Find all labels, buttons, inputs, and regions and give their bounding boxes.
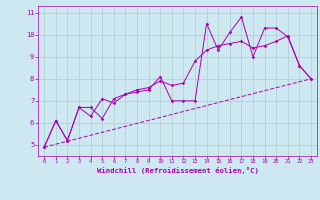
X-axis label: Windchill (Refroidissement éolien,°C): Windchill (Refroidissement éolien,°C) <box>97 167 259 174</box>
